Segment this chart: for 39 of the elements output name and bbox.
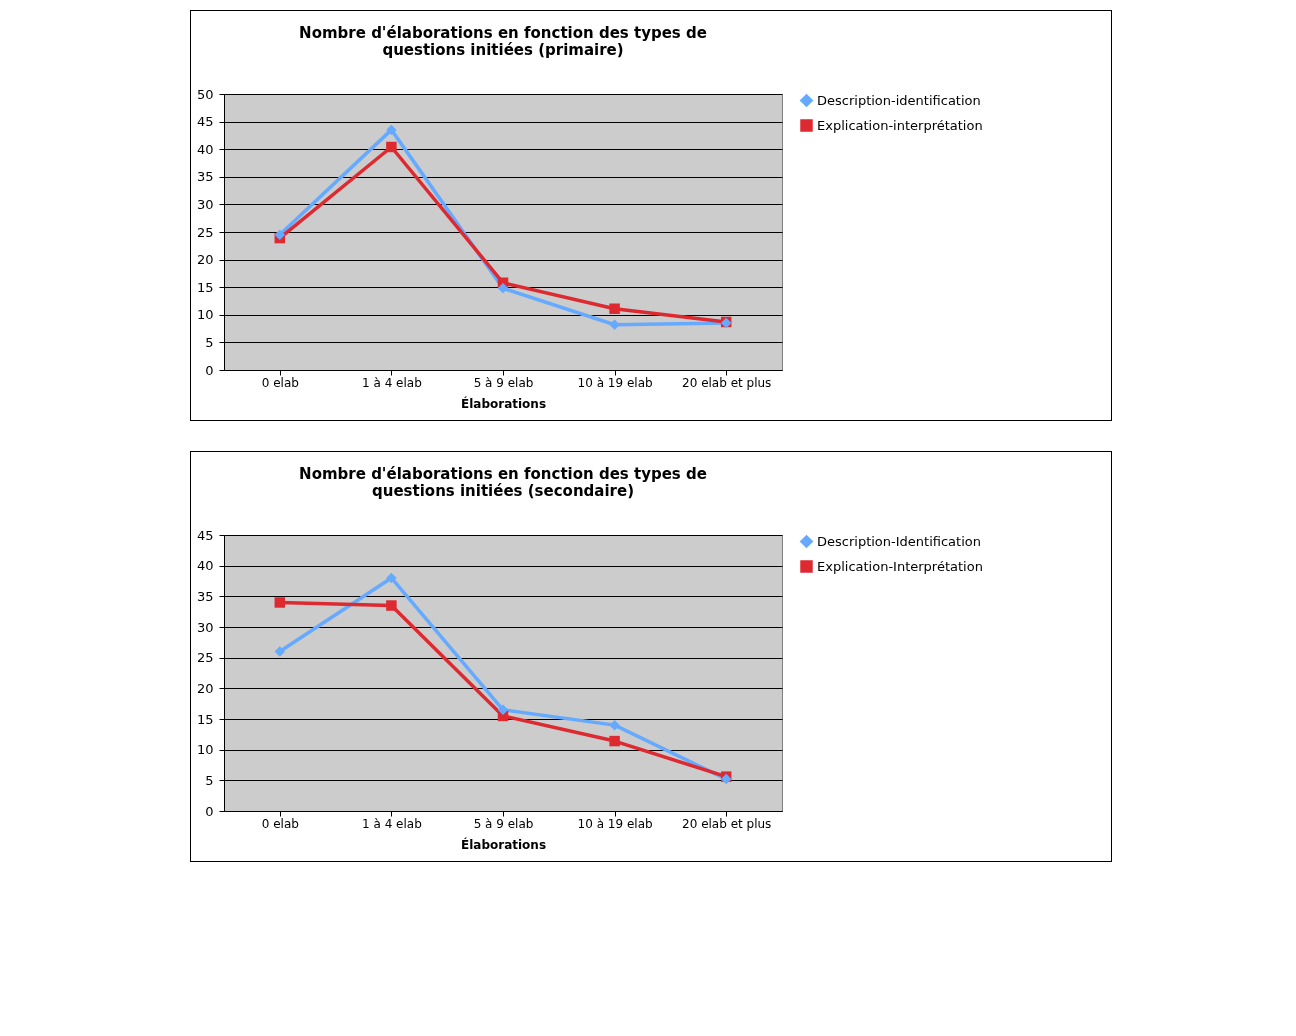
y-tick-label: 25 (196, 650, 214, 666)
x-tick-label: 0 elab (261, 375, 299, 390)
y-tick-label: 35 (196, 169, 214, 185)
x-tick-label: 1 à 4 elab (362, 375, 422, 390)
x-tick-label: 0 elab (261, 816, 299, 831)
y-tick-label: 30 (196, 196, 214, 212)
y-tick-label: 45 (196, 527, 214, 543)
y-tick-label: 35 (196, 588, 214, 604)
y-tick-label: 10 (196, 307, 214, 323)
y-tick-label: 15 (196, 711, 214, 727)
y-tick-label: 20 (196, 680, 214, 696)
x-tick-label: 5 à 9 elab (473, 816, 534, 831)
y-tick-label: 50 (196, 86, 214, 102)
chart-title: Nombre d'élaborations en fonction des types de questions initiées (primaire) (299, 24, 707, 59)
y-tick-label: 5 (205, 334, 214, 350)
y-tick-label: 40 (196, 141, 214, 157)
y-tick-label: 0 (205, 803, 214, 819)
legend-label: Description-identification (817, 92, 981, 108)
y-tick-label: 10 (196, 742, 214, 758)
x-axis-title: Élaborations (460, 836, 547, 852)
x-tick-label: 5 à 9 elab (473, 375, 534, 390)
y-tick-label: 20 (196, 252, 214, 268)
y-tick-label: 15 (196, 279, 214, 295)
legend-label: Explication-interprétation (817, 117, 983, 133)
x-tick-label: 10 à 19 elab (577, 375, 653, 390)
y-tick-label: 30 (196, 619, 214, 635)
legend-label: Explication-Interprétation (817, 558, 983, 574)
y-tick-label: 5 (205, 772, 214, 788)
x-tick-label: 10 à 19 elab (577, 816, 653, 831)
chart-title: Nombre d'élaborations en fonction des types de questions initiées (secondaire) (299, 465, 707, 500)
y-tick-label: 45 (196, 114, 214, 130)
x-tick-label: 1 à 4 elab (362, 816, 422, 831)
x-tick-label: 20 elab et plus (682, 816, 772, 831)
x-tick-label: 20 elab et plus (682, 375, 772, 390)
y-tick-label: 40 (196, 558, 214, 574)
y-tick-label: 25 (196, 224, 214, 240)
legend-label: Description-Identification (817, 533, 981, 549)
y-tick-label: 0 (205, 362, 214, 378)
x-axis-title: Élaborations (460, 395, 547, 411)
